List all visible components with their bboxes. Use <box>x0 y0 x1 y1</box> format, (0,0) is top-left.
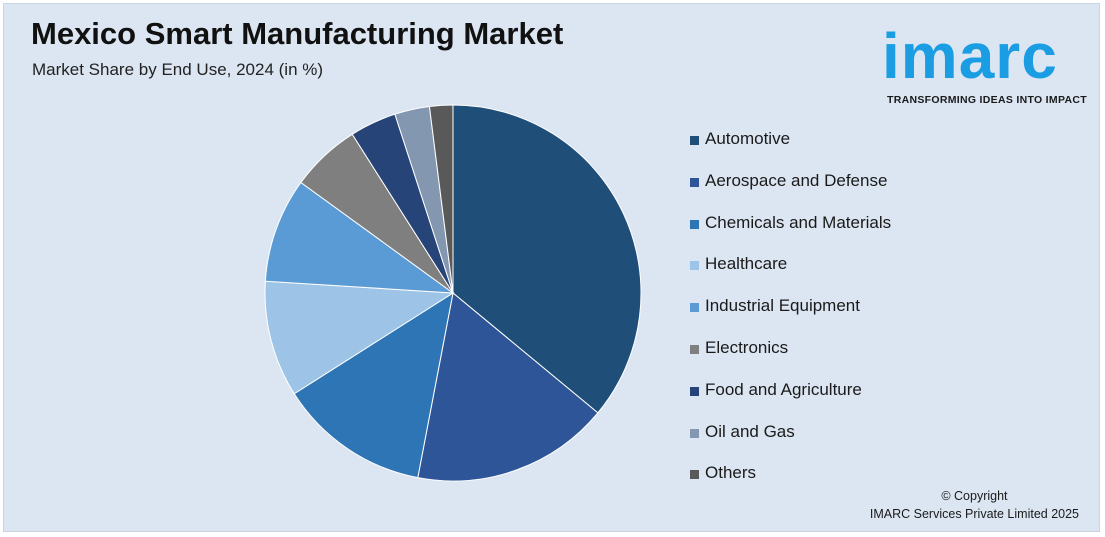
legend-label: Automotive <box>705 129 791 148</box>
legend-label: Electronics <box>705 338 789 357</box>
legend-label: Chemicals and Materials <box>705 212 892 232</box>
legend-label: Oil and Gas <box>705 421 795 441</box>
legend-swatch <box>690 219 699 229</box>
chart-subtitle: Market Share by End Use, 2024 (in %) <box>32 60 324 79</box>
pie-slice-industrial-equipment <box>264 181 455 294</box>
pie-slice-aerospace-and-defense <box>417 292 599 482</box>
legend-swatch <box>690 177 699 187</box>
legend-label: Healthcare <box>705 254 788 274</box>
logo-tagline: TRANSFORMING IDEAS INTO IMPACT <box>887 94 1087 106</box>
legend-label: Others <box>705 463 757 483</box>
chart-title: Mexico Smart Manufacturing Market <box>31 16 564 51</box>
legend-swatch <box>690 261 699 271</box>
legend-label: Food and Agriculture <box>705 379 862 399</box>
copyright-notice: © Copyright IMARC Services Private Limit… <box>870 487 1079 523</box>
pie-slice-healthcare <box>264 280 455 395</box>
legend-label: Aerospace and Defense <box>705 170 888 190</box>
legend-swatch <box>690 470 699 480</box>
legend-swatch <box>690 428 699 438</box>
chart-card: Mexico Smart Manufacturing Market Market… <box>3 3 1100 532</box>
imarc-logo: imarc TRANSFORMING IDEAS INTO IMPACT <box>876 16 1096 108</box>
legend-swatch <box>690 136 699 145</box>
pie-slice-others <box>428 104 454 294</box>
pie-slice-automotive <box>452 104 642 414</box>
legend-swatch <box>690 345 699 354</box>
legend-label: Industrial Equipment <box>705 296 860 316</box>
legend-swatch <box>690 386 699 396</box>
copyright-line: © Copyright <box>941 489 1008 503</box>
logo-wordmark: imarc <box>882 20 1058 92</box>
legend-swatch <box>690 303 699 313</box>
pie-slice-chemicals-and-materials <box>293 291 454 479</box>
copyright-company: IMARC Services Private Limited 2025 <box>869 507 1079 521</box>
pie-chart <box>264 104 642 482</box>
